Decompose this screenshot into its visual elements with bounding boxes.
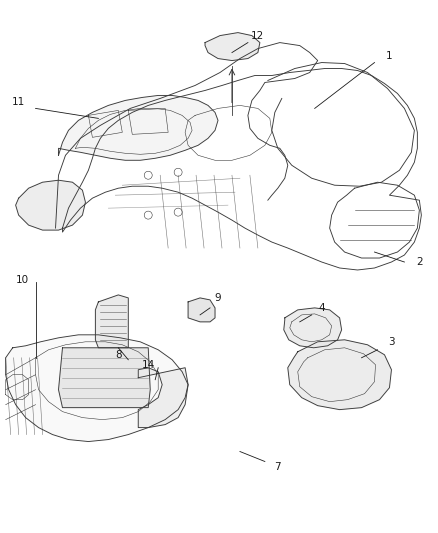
Text: 11: 11 [12, 98, 25, 108]
Text: 3: 3 [388, 337, 395, 347]
Polygon shape [284, 308, 342, 348]
Polygon shape [6, 335, 188, 441]
Text: 10: 10 [16, 275, 29, 285]
Polygon shape [16, 180, 85, 230]
Text: 7: 7 [275, 463, 281, 472]
Text: 12: 12 [251, 30, 265, 41]
Text: 2: 2 [416, 257, 423, 267]
Polygon shape [188, 298, 215, 322]
Text: 4: 4 [318, 303, 325, 313]
Polygon shape [59, 95, 218, 160]
Polygon shape [288, 340, 392, 410]
Text: 9: 9 [215, 293, 221, 303]
Polygon shape [59, 348, 150, 408]
Text: 1: 1 [386, 51, 393, 61]
Polygon shape [95, 295, 128, 348]
Polygon shape [138, 368, 188, 427]
Polygon shape [205, 33, 260, 61]
Text: 14: 14 [141, 360, 155, 370]
Text: 8: 8 [115, 350, 122, 360]
